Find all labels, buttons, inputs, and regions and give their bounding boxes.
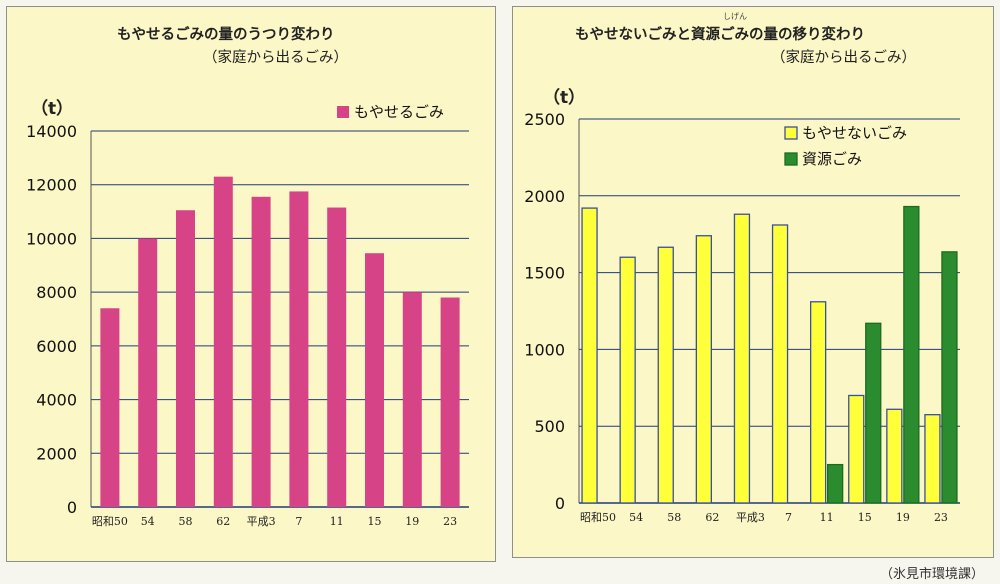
x-tick-label: 62 xyxy=(216,515,230,528)
bar xyxy=(581,207,598,504)
bar xyxy=(941,251,958,504)
bar xyxy=(903,205,920,504)
y-tick-label: 1000 xyxy=(524,340,565,359)
bar xyxy=(213,176,233,507)
chart-subtitle: （家庭から出るごみ） xyxy=(771,50,916,66)
y-unit-label: （t） xyxy=(31,99,74,119)
bar xyxy=(886,408,903,504)
x-tick-label: 58 xyxy=(667,511,681,524)
bar xyxy=(695,235,713,504)
chart-panel-combustible: もやせるごみの量のうつり変わり （家庭から出るごみ） （t） 0 2000 4000… xyxy=(6,6,496,562)
bar xyxy=(733,213,751,504)
bar xyxy=(809,301,827,504)
y-tick-label: 1500 xyxy=(524,264,565,283)
bar xyxy=(138,238,158,507)
legend-label: 資源ごみ xyxy=(802,150,862,168)
x-tick-label: 15 xyxy=(858,511,872,524)
x-tick-label: 23 xyxy=(934,511,948,524)
y-tick-label: 2000 xyxy=(36,444,77,463)
x-tick-label: 19 xyxy=(405,515,419,528)
bar xyxy=(848,394,865,504)
bar xyxy=(365,253,384,507)
source-credit: （氷見市環境課） xyxy=(879,567,984,582)
legend-label: もやせるごみ xyxy=(354,103,444,121)
legend-label: もやせないごみ xyxy=(802,124,907,142)
x-tick-label: 54 xyxy=(629,511,643,524)
bar xyxy=(619,256,636,504)
bar xyxy=(924,414,941,504)
y-tick-label: 10000 xyxy=(26,229,77,248)
bar xyxy=(176,210,195,507)
y-tick-label: 0 xyxy=(67,498,77,517)
y-tick-label: 8000 xyxy=(36,283,77,302)
y-tick-label: 0 xyxy=(555,494,565,513)
x-tick-label: 19 xyxy=(896,511,910,524)
legend-swatch xyxy=(784,126,798,140)
y-unit-label: （t） xyxy=(543,88,586,108)
chart-panel-noncombustible-resource: しげん もやせないごみと資源ごみの量の移り変わり （家庭から出るごみ） （t） … xyxy=(512,6,994,558)
x-tick-label: 58 xyxy=(179,515,193,528)
y-tick-label: 12000 xyxy=(26,176,77,195)
x-tick-label: 54 xyxy=(141,515,155,528)
y-tick-label: 500 xyxy=(534,417,565,436)
y-tick-label: 6000 xyxy=(36,337,77,356)
x-tick-label: 11 xyxy=(330,515,344,528)
x-tick-label: 7 xyxy=(295,515,302,528)
title-ruby: しげん xyxy=(723,12,747,21)
bar xyxy=(289,191,309,507)
bar xyxy=(251,196,271,508)
y-tick-label: 2000 xyxy=(524,187,565,206)
bar xyxy=(865,322,882,504)
y-tick-label: 4000 xyxy=(36,391,77,410)
x-tick-label: 15 xyxy=(368,515,382,528)
bar xyxy=(402,292,422,507)
x-tick-label: 11 xyxy=(820,511,834,524)
bar xyxy=(100,308,120,507)
chart-subtitle: （家庭から出るごみ） xyxy=(203,50,348,66)
bar xyxy=(657,246,674,504)
x-tick-label: 7 xyxy=(785,511,792,524)
chart-title: もやせるごみの量のうつり変わり xyxy=(117,27,335,43)
x-tick-label: 昭和50 xyxy=(580,511,616,524)
y-tick-label: 2500 xyxy=(524,110,565,129)
bar-chart-noncombustible-resource: 0 500 1000 1500 2000 2500 昭和50 54 58 62 平成3 7 11 15 19… xyxy=(524,110,960,524)
y-tick-label: 14000 xyxy=(26,122,77,141)
bar xyxy=(826,463,844,504)
bar xyxy=(327,207,347,508)
legend-swatch xyxy=(784,152,798,166)
bar-chart-combustible: 0 2000 4000 6000 8000 10000 12000 14000 昭和50 54 58… xyxy=(26,103,469,528)
x-tick-label: 平成3 xyxy=(736,511,765,524)
x-tick-label: 昭和50 xyxy=(92,515,128,528)
x-tick-label: 平成3 xyxy=(247,515,276,528)
bar xyxy=(771,224,789,504)
chart-title: もやせないごみと資源ごみの量の移り変わり xyxy=(575,27,865,43)
bar xyxy=(440,297,460,507)
x-tick-label: 23 xyxy=(443,515,457,528)
x-tick-label: 62 xyxy=(705,511,719,524)
legend-swatch xyxy=(337,106,349,118)
